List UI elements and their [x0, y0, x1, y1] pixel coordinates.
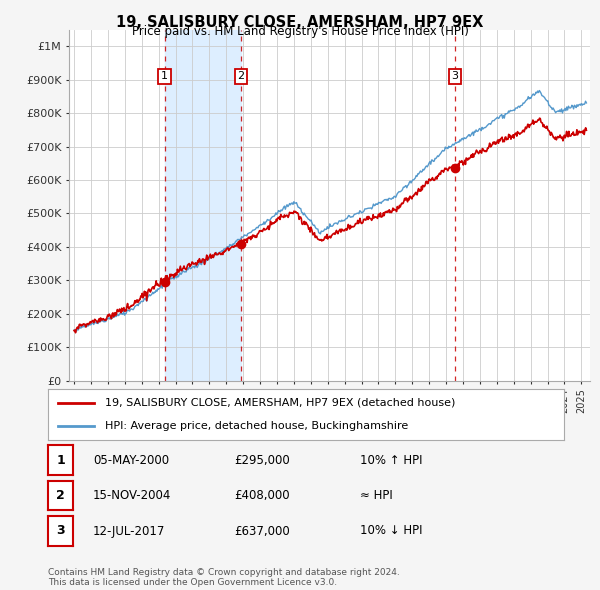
Text: HPI: Average price, detached house, Buckinghamshire: HPI: Average price, detached house, Buck…	[105, 421, 408, 431]
Text: 1: 1	[56, 454, 65, 467]
Text: 3: 3	[56, 525, 65, 537]
Text: 19, SALISBURY CLOSE, AMERSHAM, HP7 9EX (detached house): 19, SALISBURY CLOSE, AMERSHAM, HP7 9EX (…	[105, 398, 455, 408]
Text: 19, SALISBURY CLOSE, AMERSHAM, HP7 9EX: 19, SALISBURY CLOSE, AMERSHAM, HP7 9EX	[116, 15, 484, 30]
Text: 3: 3	[452, 71, 458, 81]
Text: 15-NOV-2004: 15-NOV-2004	[93, 489, 172, 502]
Text: 2: 2	[56, 489, 65, 502]
Text: 1: 1	[161, 71, 168, 81]
Bar	[164, 30, 241, 381]
Text: £637,000: £637,000	[234, 525, 290, 537]
Text: 05-MAY-2000: 05-MAY-2000	[93, 454, 169, 467]
Text: Contains HM Land Registry data © Crown copyright and database right 2024.
This d: Contains HM Land Registry data © Crown c…	[48, 568, 400, 587]
Text: £295,000: £295,000	[234, 454, 290, 467]
Text: 10% ↑ HPI: 10% ↑ HPI	[360, 454, 422, 467]
Text: ≈ HPI: ≈ HPI	[360, 489, 393, 502]
Text: Price paid vs. HM Land Registry's House Price Index (HPI): Price paid vs. HM Land Registry's House …	[131, 25, 469, 38]
Text: 12-JUL-2017: 12-JUL-2017	[93, 525, 166, 537]
Text: 10% ↓ HPI: 10% ↓ HPI	[360, 525, 422, 537]
Text: 2: 2	[238, 71, 245, 81]
Text: £408,000: £408,000	[234, 489, 290, 502]
